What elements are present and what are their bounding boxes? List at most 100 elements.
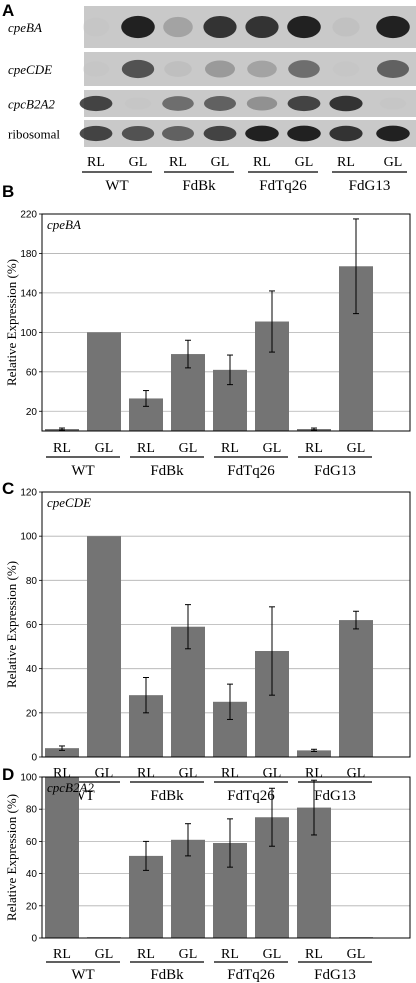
blot-strain-label: FdG13 xyxy=(349,178,391,194)
blot-band xyxy=(287,95,321,112)
chart-title: cpcB2A2 xyxy=(47,780,94,795)
blot-band xyxy=(376,125,410,142)
x-tick-label: RL xyxy=(305,766,323,781)
x-tick-label: RL xyxy=(305,947,323,962)
y-axis-label: Relative Expression (%) xyxy=(4,259,19,386)
x-tick-label: GL xyxy=(179,441,198,456)
y-tick-label: 120 xyxy=(20,488,37,499)
x-tick-label: GL xyxy=(347,441,366,456)
blot-row-label: cpcB2A2 xyxy=(8,97,55,112)
blot-band xyxy=(79,125,113,142)
blot-band xyxy=(203,15,237,39)
x-tick-label: RL xyxy=(137,441,155,456)
blot-row-label: cpeBA xyxy=(8,20,42,35)
blot-band xyxy=(287,125,321,142)
chart-title: cpeCDE xyxy=(47,495,91,510)
blot-band xyxy=(121,15,155,39)
panel-b-letter: B xyxy=(2,182,14,201)
blot-band xyxy=(121,59,155,79)
y-tick-label: 20 xyxy=(26,407,38,418)
blot-band xyxy=(203,125,237,142)
blot-band xyxy=(79,95,113,112)
blot-band xyxy=(245,125,279,142)
blot-band xyxy=(247,60,277,78)
blot-band xyxy=(379,97,407,110)
group-label: FdG13 xyxy=(314,788,356,804)
y-tick-label: 60 xyxy=(26,837,38,848)
bar xyxy=(45,777,79,938)
x-tick-label: RL xyxy=(221,947,239,962)
panel-a-letter: A xyxy=(2,1,14,20)
x-tick-label: RL xyxy=(221,766,239,781)
y-tick-label: 100 xyxy=(20,532,37,543)
bar xyxy=(45,748,79,757)
blot-band xyxy=(376,15,410,39)
blot-band xyxy=(124,97,152,110)
group-label: FdTq26 xyxy=(227,967,275,983)
bar xyxy=(87,536,121,757)
y-tick-label: 20 xyxy=(26,901,38,912)
blot-band xyxy=(82,61,110,77)
plot-frame xyxy=(41,491,411,758)
blot-lane-condition: GL xyxy=(295,155,314,170)
blot-band xyxy=(163,16,193,38)
y-axis-label: Relative Expression (%) xyxy=(4,794,19,921)
blot-band xyxy=(82,17,110,37)
panel-c-letter: C xyxy=(2,479,14,498)
group-label: WT xyxy=(71,463,94,479)
x-tick-label: GL xyxy=(263,947,282,962)
y-tick-label: 40 xyxy=(26,869,38,880)
x-tick-label: RL xyxy=(221,441,239,456)
x-tick-label: GL xyxy=(347,947,366,962)
plot-frame xyxy=(41,776,411,939)
blot-band xyxy=(162,96,194,111)
y-tick-label: 100 xyxy=(20,773,37,784)
blot-band xyxy=(121,125,155,142)
bar xyxy=(297,750,331,757)
x-tick-label: RL xyxy=(305,441,323,456)
x-tick-label: GL xyxy=(95,947,114,962)
group-label: FdBk xyxy=(150,967,184,983)
blot-lane-condition: GL xyxy=(384,155,403,170)
blot-band xyxy=(245,15,279,39)
y-tick-label: 0 xyxy=(31,934,37,945)
x-tick-label: GL xyxy=(179,947,198,962)
blot-band xyxy=(164,61,192,77)
x-tick-label: RL xyxy=(137,766,155,781)
y-tick-label: 140 xyxy=(20,288,37,299)
y-tick-label: 60 xyxy=(26,620,38,631)
blot-lane-condition: RL xyxy=(87,155,105,170)
blot-strain-label: FdBk xyxy=(182,178,216,194)
blot-band xyxy=(205,60,235,78)
chart-title: cpeBA xyxy=(47,217,81,232)
blot-lane-condition: GL xyxy=(129,155,148,170)
blot-band xyxy=(204,96,236,111)
group-label: FdG13 xyxy=(314,967,356,983)
x-tick-label: RL xyxy=(53,441,71,456)
x-tick-label: RL xyxy=(137,947,155,962)
blot-band xyxy=(377,60,409,78)
y-tick-label: 80 xyxy=(26,576,38,587)
y-tick-label: 80 xyxy=(26,805,38,816)
blot-lane-condition: RL xyxy=(253,155,271,170)
blot-strain-label: WT xyxy=(105,178,128,194)
blot-strain-label: FdTq26 xyxy=(259,178,307,194)
x-tick-label: GL xyxy=(95,441,114,456)
blot-lane-condition: GL xyxy=(211,155,230,170)
blot-band xyxy=(162,126,194,141)
y-tick-label: 20 xyxy=(26,708,38,719)
chart-d: 0 20 40 60 80 100 RL GL RL GL RL GL RL GL cpcB2A2 Relat… xyxy=(4,773,411,983)
x-tick-label: GL xyxy=(347,766,366,781)
group-label: FdBk xyxy=(150,463,184,479)
group-label: FdG13 xyxy=(314,463,356,479)
x-tick-label: RL xyxy=(53,947,71,962)
blot-lane-condition: RL xyxy=(169,155,187,170)
blot-row-label: ribosomal xyxy=(8,127,60,142)
x-tick-label: GL xyxy=(95,766,114,781)
group-label: FdTq26 xyxy=(227,463,275,479)
blot-band xyxy=(288,60,320,78)
y-tick-label: 220 xyxy=(20,210,37,221)
y-tick-label: 180 xyxy=(20,249,37,260)
